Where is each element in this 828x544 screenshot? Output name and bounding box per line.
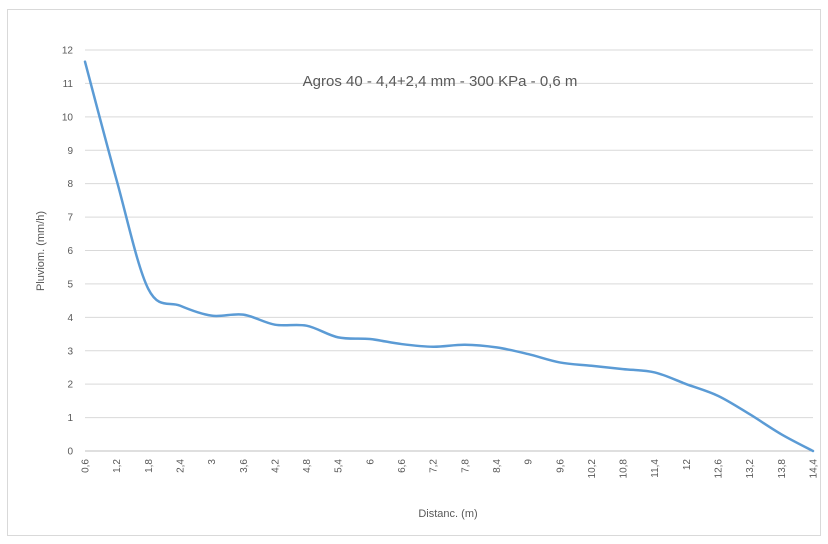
x-tick-label: 7,2	[429, 459, 440, 473]
x-tick-label: 11,4	[650, 459, 661, 478]
x-axis-tick-labels: 0,6 1,2 1,8 2,4 3 3,6 4,2 4,8 5,4 6 6,6 7,2 7,8 8,4 9 9…	[81, 459, 820, 479]
x-tick-label: 9	[524, 459, 535, 465]
y-tick-label: 3	[67, 346, 73, 357]
x-tick-label: 5,4	[334, 459, 345, 473]
x-tick-label: 10,2	[587, 459, 598, 479]
x-tick-label: 9,6	[555, 459, 566, 473]
y-tick-label: 9	[67, 146, 73, 157]
x-tick-label: 1,8	[144, 459, 155, 473]
x-tick-label: 3,6	[239, 459, 250, 473]
x-tick-label: 10,8	[619, 459, 630, 479]
x-tick-label: 0,6	[81, 459, 92, 473]
x-tick-label: 13,2	[745, 459, 756, 479]
x-tick-label: 7,8	[460, 459, 471, 473]
y-tick-label: 1	[67, 413, 73, 424]
series-layer	[83, 60, 815, 453]
y-tick-label: 4	[67, 313, 73, 324]
x-tick-label: 4,8	[302, 459, 313, 473]
y-tick-label: 0	[67, 447, 73, 458]
x-tick-label: 3	[207, 459, 218, 465]
x-tick-label: 6,6	[397, 459, 408, 473]
y-tick-label: 7	[67, 213, 73, 224]
x-tick-label: 12,6	[714, 459, 725, 479]
x-tick-label: 1,2	[112, 459, 123, 473]
gridlines	[85, 49, 813, 452]
x-tick-label: 2,4	[175, 459, 186, 473]
y-tick-label: 8	[67, 179, 73, 190]
series-line	[83, 60, 815, 453]
x-tick-label: 14,4	[809, 459, 820, 479]
y-tick-label: 10	[62, 112, 74, 123]
y-axis-title: Pluviom. (mm/h)	[35, 211, 47, 291]
x-tick-label: 4,2	[270, 459, 281, 473]
x-tick-label: 8,4	[492, 459, 503, 473]
y-tick-label: 2	[67, 380, 73, 391]
x-tick-label: 6	[365, 459, 376, 465]
chart-title: Agros 40 - 4,4+2,4 mm - 300 KPa - 0,6 m	[303, 73, 578, 90]
x-tick-label: 12	[682, 459, 693, 471]
x-axis-title: Distanc. (m)	[418, 508, 477, 520]
y-tick-label: 5	[67, 279, 73, 290]
y-tick-label: 12	[62, 46, 74, 57]
x-tick-label: 13,8	[777, 459, 788, 479]
y-tick-label: 11	[63, 79, 74, 90]
y-tick-label: 6	[67, 246, 73, 257]
